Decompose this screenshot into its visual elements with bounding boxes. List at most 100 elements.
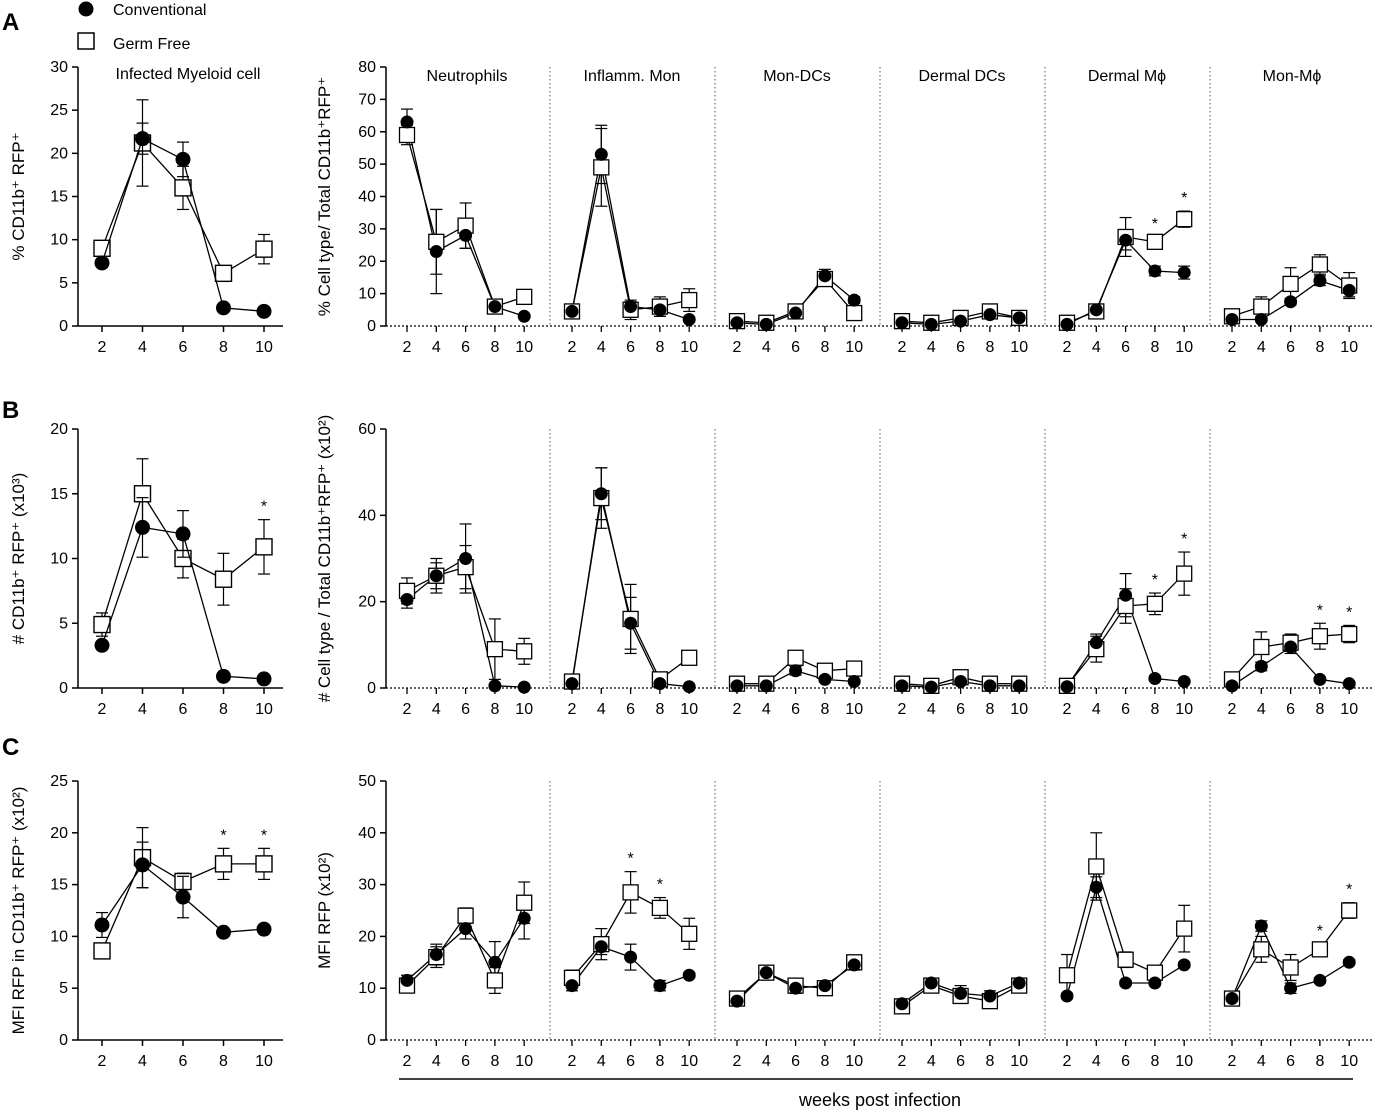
group-3: 2 4 6 8 10 [879, 429, 1028, 718]
conventional-point [459, 228, 473, 242]
conventional-point [1284, 981, 1298, 995]
y-tick-label: 15 [50, 486, 68, 503]
x-tick-label: 2 [403, 1053, 412, 1070]
y-tick-label: 10 [50, 928, 68, 945]
germfree-point [1176, 920, 1193, 937]
conventional-point [1313, 274, 1327, 288]
y-tick-label: 60 [358, 421, 376, 438]
significance-star: * [1152, 572, 1158, 589]
x-tick-label: 4 [138, 701, 147, 718]
x-tick-label: 10 [1340, 339, 1358, 356]
x-tick-label: 6 [1121, 339, 1130, 356]
conventional-point [256, 303, 272, 319]
group-4: 2 4 6 8 10 * * [1044, 429, 1193, 718]
germfree-point [1176, 565, 1193, 582]
conventional-point [135, 131, 150, 147]
conventional-point [1342, 677, 1356, 691]
x-tick-label: 2 [403, 701, 412, 718]
group-5: 2 4 6 8 10 * * [1209, 429, 1358, 718]
x-tick-label: 6 [956, 701, 965, 718]
y-tick-label: 5 [59, 980, 68, 997]
conventional-point [983, 308, 997, 322]
conventional-point [256, 921, 272, 937]
y-axis-title: MFI RFP in CD11b⁺ RFP⁺ (x10²) [9, 787, 28, 1035]
chart-c-left: 0 5 10 15 20 25 2 4 6 8 10 MFI RFP in CD11b⁺ RFP⁺ (… [9, 773, 283, 1070]
significance-star: * [261, 827, 267, 844]
x-tick-label: 4 [927, 1053, 936, 1070]
conventional-point [1284, 640, 1298, 654]
germfree-point [593, 159, 610, 176]
x-tick-label: 2 [403, 339, 412, 356]
conventional-point [1148, 264, 1162, 278]
x-tick-label: 4 [138, 1053, 147, 1070]
x-tick-label: 4 [927, 701, 936, 718]
y-axis-title: MFI RFP (x10²) [315, 852, 334, 969]
conventional-point [594, 147, 608, 161]
y-tick-label: 60 [358, 124, 376, 141]
y-tick-label: 30 [50, 59, 68, 76]
germfree-point [255, 240, 273, 258]
x-tick-label: 2 [1063, 701, 1072, 718]
group-title: Inflamm. Mon [584, 68, 681, 85]
conventional-point [94, 637, 110, 653]
x-tick-label: 8 [1150, 339, 1159, 356]
conventional-point [1284, 295, 1298, 309]
germfree-point [1282, 275, 1299, 293]
group-3: 2 4 6 8 10 [879, 781, 1028, 1070]
conventional-point [624, 950, 638, 964]
x-tick-label: 4 [432, 339, 441, 356]
conventional-point [135, 519, 150, 535]
conventional-point [565, 304, 579, 318]
germfree-point [486, 972, 504, 989]
x-tick-label: 6 [791, 339, 800, 356]
x-tick-label: 8 [219, 339, 228, 356]
conventional-point [1148, 976, 1162, 990]
x-tick-label: 6 [461, 339, 470, 356]
y-tick-label: 10 [50, 232, 68, 249]
conventional-point [517, 309, 531, 323]
x-tick-label: 10 [845, 339, 863, 356]
y-tick-label: 25 [50, 102, 68, 119]
x-tick-label: 2 [98, 339, 107, 356]
conventional-point [818, 979, 832, 993]
group-5: 2 4 6 8 10 * * [1209, 781, 1358, 1070]
x-tick-label: 10 [1010, 339, 1028, 356]
conventional-point [1148, 672, 1162, 686]
x-tick-label: 10 [1175, 339, 1193, 356]
x-tick-label: 6 [626, 339, 635, 356]
conventional-point [429, 569, 443, 583]
y-tick-label: 80 [358, 59, 376, 76]
germfree-point [398, 126, 416, 144]
y-tick-label: 40 [358, 189, 376, 206]
y-tick-label: 10 [358, 980, 376, 997]
x-tick-label: 8 [1150, 701, 1159, 718]
conventional-point [459, 922, 473, 936]
conventional-point [459, 552, 473, 565]
conventional-point [1177, 675, 1191, 689]
y-tick-label: 10 [50, 551, 68, 568]
x-tick-label: 8 [490, 1053, 499, 1070]
conventional-point [517, 911, 531, 925]
x-tick-label: 10 [680, 701, 698, 718]
x-tick-label: 2 [898, 701, 907, 718]
group-title: Neutrophils [427, 68, 508, 85]
legend: Conventional Germ Free [77, 1, 206, 53]
y-tick-label: 10 [358, 286, 376, 303]
y-tick-label: 15 [50, 877, 68, 894]
conventional-point [759, 317, 773, 331]
conventional-point [653, 677, 667, 691]
conventional-point [954, 314, 968, 328]
conventional-point [1089, 880, 1103, 894]
conventional-point [759, 679, 773, 693]
conventional-point [1060, 317, 1074, 331]
germfree-point [1341, 625, 1358, 643]
germfree-point [93, 942, 111, 960]
germfree-point [1176, 211, 1193, 228]
y-axis-title: % Cell type/ Total CD11b⁺RFP⁺ [315, 77, 334, 316]
x-tick-label: 2 [98, 701, 107, 718]
x-tick-label: 8 [219, 1053, 228, 1070]
conventional-point [924, 680, 938, 694]
x-tick-label: 2 [898, 1053, 907, 1070]
x-tick-label: 6 [1121, 1053, 1130, 1070]
